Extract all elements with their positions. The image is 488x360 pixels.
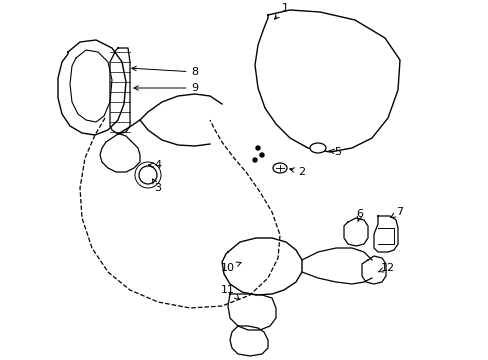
- Circle shape: [252, 158, 257, 162]
- Ellipse shape: [272, 163, 286, 173]
- Text: 10: 10: [221, 262, 241, 273]
- Polygon shape: [361, 256, 385, 284]
- Circle shape: [139, 166, 157, 184]
- Polygon shape: [222, 238, 302, 295]
- Text: 9: 9: [134, 83, 198, 93]
- Polygon shape: [110, 48, 130, 134]
- Text: 8: 8: [132, 66, 198, 77]
- Text: 12: 12: [377, 263, 394, 273]
- Circle shape: [256, 146, 260, 150]
- Text: 3: 3: [152, 179, 161, 193]
- Polygon shape: [58, 40, 126, 135]
- Polygon shape: [227, 294, 275, 330]
- Text: 6: 6: [356, 209, 363, 222]
- Text: 2: 2: [289, 167, 305, 177]
- Text: 1: 1: [274, 3, 288, 19]
- Polygon shape: [343, 218, 367, 246]
- Circle shape: [260, 153, 264, 157]
- Text: 11: 11: [221, 285, 239, 300]
- Polygon shape: [229, 326, 267, 356]
- Polygon shape: [373, 216, 397, 252]
- Text: 7: 7: [390, 207, 403, 217]
- Text: 4: 4: [148, 160, 161, 170]
- Ellipse shape: [309, 143, 325, 153]
- Polygon shape: [100, 134, 140, 172]
- Text: 5: 5: [328, 147, 341, 157]
